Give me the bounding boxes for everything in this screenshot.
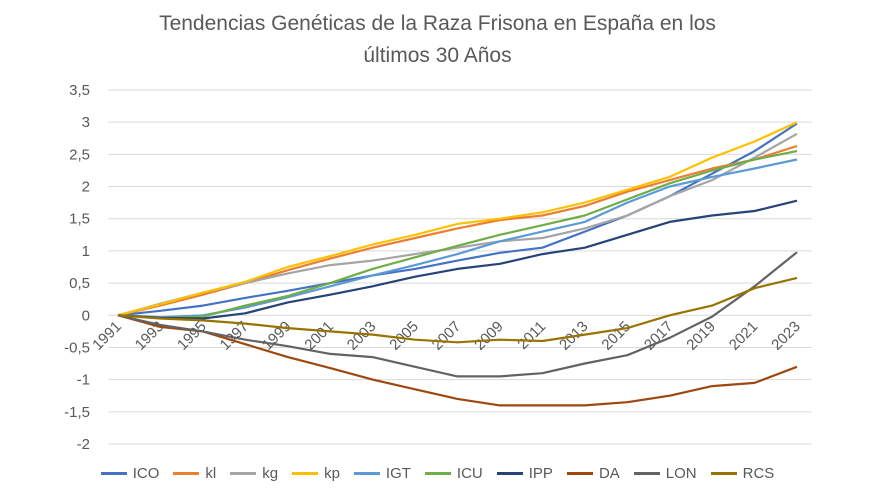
legend-swatch	[230, 472, 257, 475]
y-tick-label: 0,5	[69, 275, 90, 292]
y-tick-label: 0	[82, 307, 90, 324]
x-tick-label: 2015	[598, 318, 634, 354]
series-line-ipp	[117, 199, 798, 320]
x-tick-label: 2007	[429, 318, 465, 354]
legend-label: kl	[205, 465, 217, 482]
y-tick-label: 1	[82, 243, 90, 260]
x-tick-label: 1991	[89, 318, 125, 354]
y-tick-label: -1,5	[64, 404, 90, 421]
x-tick-label: 2023	[768, 318, 804, 354]
chart-title-line-1: Tendencias Genéticas de la Raza Frisona …	[159, 12, 716, 35]
x-tick-label: 2001	[301, 318, 337, 354]
x-tick-label: 2021	[726, 318, 762, 354]
x-tick-label: 2009	[471, 318, 507, 354]
y-tick-label: 2	[82, 179, 90, 196]
legend: ICO kl kg kp IGT ICU IPP DA LON RCS	[0, 465, 875, 482]
legend-label: RCS	[742, 465, 775, 482]
legend-item-ipp: IPP	[496, 465, 553, 482]
legend-item-lon: LON	[633, 465, 697, 482]
legend-swatch	[424, 472, 451, 475]
legend-label: LON	[665, 465, 697, 482]
legend-item-kl: kl	[173, 465, 216, 482]
legend-swatch	[100, 472, 127, 475]
y-tick-label: 1,5	[69, 211, 90, 228]
legend-label: ICO	[132, 465, 160, 482]
chart-title: Tendencias Genéticas de la Raza Frisona …	[0, 8, 875, 72]
legend-item-rcs: RCS	[710, 465, 775, 482]
y-tick-label: 3	[82, 114, 90, 131]
legend-swatch	[292, 472, 319, 475]
series-line-kp	[117, 121, 798, 317]
legend-swatch	[173, 472, 200, 475]
legend-swatch	[566, 472, 593, 475]
legend-label: DA	[598, 465, 620, 482]
y-tick-label: 2,5	[69, 146, 90, 163]
legend-swatch	[496, 472, 523, 475]
legend-label: kp	[324, 465, 340, 482]
legend-item-kg: kg	[230, 465, 278, 482]
legend-swatch	[633, 472, 660, 475]
x-tick-label: 1999	[259, 318, 295, 354]
legend-label: ICU	[456, 465, 483, 482]
y-tick-label: -0,5	[64, 339, 90, 356]
series-line-lon	[117, 251, 798, 378]
legend-swatch	[710, 472, 737, 475]
series-line-icu	[117, 150, 798, 319]
x-tick-label: 1995	[174, 318, 210, 354]
legend-item-igt: IGT	[353, 465, 411, 482]
legend-swatch	[353, 472, 380, 475]
legend-item-ico: ICO	[100, 465, 160, 482]
legend-item-kp: kp	[292, 465, 340, 482]
legend-item-icu: ICU	[424, 465, 483, 482]
x-tick-label: 2019	[683, 318, 719, 354]
y-tick-label: -1	[77, 372, 90, 389]
y-tick-label: -2	[77, 436, 90, 453]
legend-label: kg	[262, 465, 279, 482]
series-line-ico	[117, 122, 798, 317]
series-line-rcs	[117, 276, 798, 344]
y-tick-label: 3,5	[69, 82, 90, 99]
legend-label: IPP	[528, 465, 553, 482]
legend-label: IGT	[385, 465, 411, 482]
legend-item-da: DA	[566, 465, 620, 482]
chart-title-line-2: últimos 30 Años	[363, 44, 512, 67]
series-line-da	[117, 314, 798, 407]
x-tick-label: 2003	[344, 318, 380, 354]
